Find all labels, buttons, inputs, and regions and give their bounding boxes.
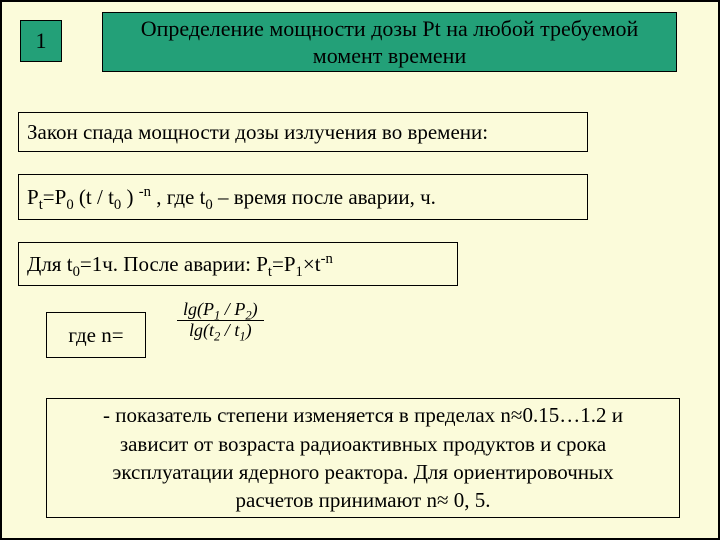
slide-page: 1 Определение мощности дозы Рt на любой … <box>0 0 720 540</box>
lg-nsl: / <box>220 299 234 319</box>
title-text: Определение мощности дозы Рt на любой тр… <box>141 15 639 70</box>
title-line2: момент времени <box>313 43 466 68</box>
where-n-box: где n= <box>46 312 146 358</box>
f1-desc: – время после аварии, ч. <box>213 185 436 209</box>
f2-eq: =Р <box>272 252 296 276</box>
f2-s1: 0 <box>73 264 80 280</box>
lg-nb: ) <box>252 299 258 319</box>
f1-mid: (t / t <box>74 185 114 209</box>
formula2-text: Для t0=1ч. После аварии: Рt=Р1×t-n <box>27 252 333 277</box>
f1-sup: -n <box>139 184 151 200</box>
f1-s2: 0 <box>66 197 73 213</box>
title-box: Определение мощности дозы Рt на любой тр… <box>102 12 677 72</box>
law-box: Закон спада мощности дозы излучения во в… <box>18 112 588 152</box>
formula1-box: Рt=Р0 (t / t0 ) -n , где t0 – время посл… <box>18 174 588 220</box>
lg-da: lg( <box>189 320 209 340</box>
footer-l2: зависит от возраста радиоактивных продук… <box>120 430 606 458</box>
lg-dsl: / <box>220 320 234 340</box>
lg-numerator: lg(P1 / P2) <box>177 300 264 320</box>
number-badge-text: 1 <box>36 28 47 54</box>
number-badge: 1 <box>20 20 62 62</box>
f2-mid: =1ч. После аварии: Р <box>80 252 268 276</box>
formula2-box: Для t0=1ч. После аварии: Рt=Р1×t-n <box>18 242 458 286</box>
lg-np2: P <box>234 299 245 319</box>
lg-np1: P <box>203 299 214 319</box>
f1-close: ) <box>121 185 139 209</box>
lg-fraction: lg(P1 / P2) lg(t2 / t1) <box>177 300 264 341</box>
f2-sup: -n <box>321 251 333 267</box>
where-n-text: где n= <box>68 323 123 348</box>
f1-tail: , где t <box>151 185 205 209</box>
formula1-text: Рt=Р0 (t / t0 ) -n , где t0 – время посл… <box>27 185 436 210</box>
footer-box: - показатель степени изменяется в предел… <box>46 398 680 518</box>
f2-times: ×t <box>303 252 321 276</box>
law-text: Закон спада мощности дозы излучения во в… <box>27 120 488 145</box>
footer-l4: расчетов принимают n≈ 0, 5. <box>236 486 491 514</box>
footer-l3: эксплуатации ядерного реактора. Для орие… <box>112 458 613 486</box>
lg-db: ) <box>246 320 252 340</box>
f1-p: Р <box>27 185 39 209</box>
lg-formula: lg(P1 / P2) lg(t2 / t1) <box>177 300 264 341</box>
f1-eq: =Р <box>43 185 67 209</box>
lg-denominator: lg(t2 / t1) <box>183 321 258 341</box>
title-line1: Определение мощности дозы Рt на любой тр… <box>141 16 639 41</box>
f1-s4: 0 <box>205 197 212 213</box>
lg-na: lg( <box>183 299 203 319</box>
f2-s3: 1 <box>296 264 303 280</box>
footer-l1: - показатель степени изменяется в предел… <box>103 401 623 429</box>
f2-pre: Для t <box>27 252 73 276</box>
